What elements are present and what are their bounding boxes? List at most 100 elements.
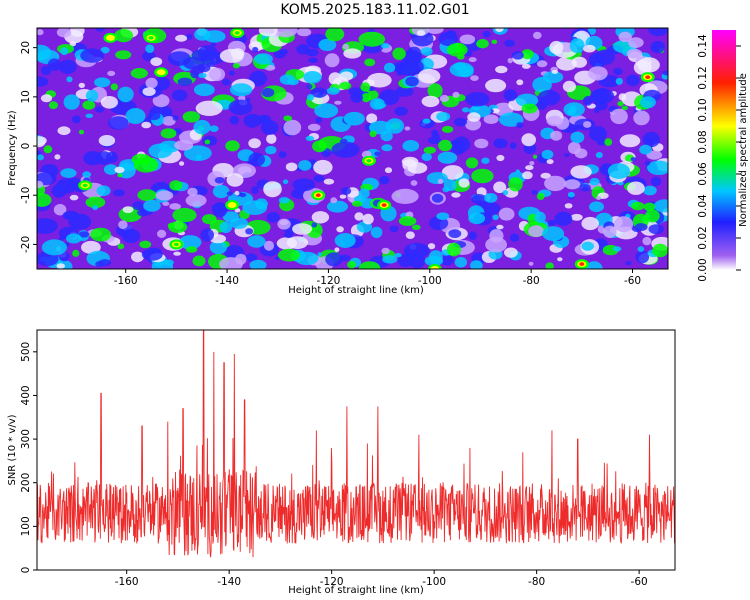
heatmap-hotspot-peak [315, 193, 321, 198]
heatmap-cell [167, 51, 191, 66]
heatmap-cell [37, 29, 44, 36]
snr-background [37, 330, 675, 570]
heatmap-cell [249, 70, 267, 87]
heatmap-cell [148, 143, 173, 159]
heatmap-cell [569, 38, 585, 54]
heatmap-cell [143, 199, 161, 212]
heatmap-cell [82, 100, 96, 110]
heatmap-cell [476, 39, 489, 49]
heatmap-cell [583, 121, 592, 128]
heatmap-hotspot-peak [366, 158, 372, 163]
heatmap-cell [564, 203, 573, 209]
heatmap-cell [394, 106, 408, 116]
heatmap-cell [162, 201, 170, 206]
heatmap-cell [185, 33, 193, 40]
heatmap-cell [184, 145, 212, 161]
heatmap-cell [273, 28, 298, 38]
heatmap-cell [96, 185, 111, 196]
heatmap-cell [319, 91, 325, 95]
heatmap-cell [279, 49, 289, 55]
heatmap-cell [382, 255, 398, 264]
heatmap-cell [546, 115, 564, 127]
heatmap-cell [612, 246, 622, 252]
heatmap-cell [258, 28, 278, 37]
heatmap-cell [314, 103, 339, 119]
heatmap-cell [369, 130, 377, 138]
snr-x-tick-label: -100 [422, 576, 446, 588]
heatmap-cell [496, 154, 505, 162]
heatmap-cell [196, 63, 211, 73]
heatmap-cell [427, 136, 441, 145]
heatmap-cell [229, 115, 239, 125]
heatmap-cell [630, 157, 637, 162]
heatmap-cell [364, 58, 376, 67]
heatmap-cell [62, 210, 79, 221]
heatmap-cell [564, 179, 581, 190]
heatmap-cell [334, 233, 356, 248]
heatmap-cell [276, 237, 298, 250]
colorbar-tick-label: 0.04 [697, 194, 709, 218]
heatmap-cell [465, 157, 479, 169]
heatmap-cell [278, 151, 287, 159]
heatmap-y-tick-label: 20 [20, 41, 32, 54]
heatmap-cell [396, 70, 403, 76]
heatmap-cell [187, 187, 198, 197]
heatmap-cell [174, 140, 194, 151]
heatmap-cell [592, 60, 605, 68]
heatmap-cell [179, 161, 185, 166]
heatmap-cell [507, 58, 513, 64]
heatmap-cell [162, 116, 176, 126]
heatmap-cell [95, 106, 105, 113]
heatmap-cell [610, 108, 628, 125]
heatmap-cell [394, 253, 402, 258]
heatmap-cell [392, 47, 406, 60]
heatmap-cell [182, 111, 200, 123]
heatmap-hotspot-peak [158, 70, 164, 75]
heatmap-cell [105, 151, 118, 163]
heatmap-cell [172, 89, 188, 102]
heatmap-cell [192, 255, 206, 267]
heatmap-cell [402, 140, 420, 152]
heatmap-cell [305, 135, 315, 142]
heatmap-cell [347, 260, 356, 269]
heatmap-cell [193, 83, 215, 97]
heatmap-cell [646, 150, 663, 160]
heatmap-cell [40, 94, 53, 103]
heatmap-cell [349, 198, 356, 203]
heatmap-cell [618, 31, 632, 43]
heatmap-cell [354, 212, 364, 221]
heatmap-cell [157, 229, 167, 238]
heatmap-cell [313, 159, 333, 175]
colorbar-tick-label: 0.12 [697, 66, 709, 89]
heatmap-cell [493, 181, 507, 194]
heatmap-cell [422, 118, 431, 124]
heatmap-cell [292, 223, 313, 235]
heatmap-cell [150, 57, 163, 66]
heatmap-cell [416, 30, 426, 36]
heatmap-cell [557, 257, 563, 262]
heatmap-cell [583, 44, 596, 53]
snr-y-tick-label: 500 [20, 342, 32, 362]
heatmap-cell [590, 88, 615, 104]
heatmap-cell [235, 253, 247, 265]
heatmap-cell [283, 115, 293, 122]
heatmap-cell [295, 251, 319, 266]
heatmap-cell [115, 50, 132, 60]
heatmap-cell [283, 232, 294, 238]
heatmap-cell [81, 240, 101, 254]
heatmap-cell [545, 262, 554, 269]
heatmap-cell [325, 28, 345, 42]
heatmap-cell [56, 178, 78, 194]
heatmap-cell [492, 214, 499, 221]
heatmap-cell [509, 142, 517, 149]
heatmap-cell [331, 141, 360, 158]
heatmap-cell [504, 247, 518, 258]
heatmap-cell [85, 89, 99, 102]
heatmap-cell [397, 253, 414, 268]
heatmap-cell [467, 112, 481, 122]
heatmap-cell [421, 95, 440, 108]
heatmap-cell [57, 126, 71, 136]
heatmap-cell [556, 56, 577, 71]
colorbar-scale [712, 30, 736, 270]
